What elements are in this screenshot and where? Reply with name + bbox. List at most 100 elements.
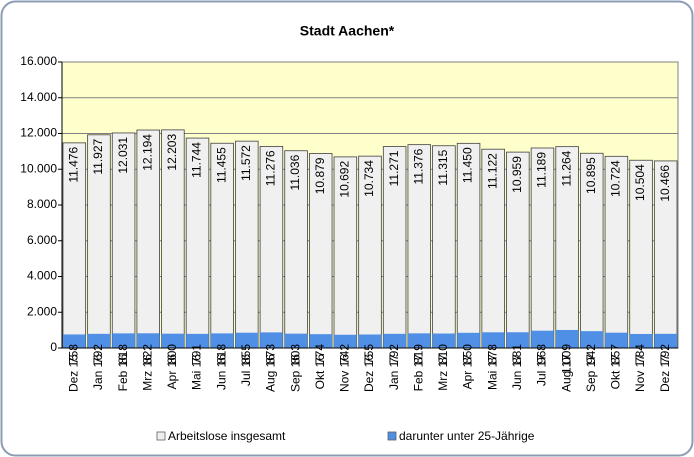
- y-tick-label: 2.000: [27, 304, 57, 318]
- value-label: 12.203: [165, 134, 179, 171]
- chart-title: Stadt Aachen*: [300, 23, 395, 39]
- value-label: 10.724: [609, 160, 623, 197]
- x-tick-label: Jun 16: [214, 354, 228, 390]
- bar: [407, 333, 431, 348]
- bar: [112, 333, 135, 348]
- x-tick-label: Aug 17: [559, 354, 573, 392]
- bar: [580, 331, 604, 348]
- value-label: 11.315: [436, 149, 450, 185]
- value-label: 10.692: [338, 161, 352, 198]
- value-label: 857: [609, 344, 623, 364]
- legend-swatch: [387, 431, 397, 441]
- value-label: 11.264: [559, 150, 573, 186]
- bar: [358, 334, 382, 348]
- bar: [161, 333, 185, 348]
- y-tick-label: 4.000: [27, 269, 57, 283]
- bar: [654, 333, 678, 348]
- value-label: 755: [362, 344, 376, 364]
- legend-label: darunter unter 25-Jährige: [399, 429, 535, 443]
- legend-label: Arbeitslose insgesamt: [168, 429, 286, 443]
- bar: [481, 332, 505, 348]
- value-label: 792: [387, 344, 401, 364]
- value-label: 968: [535, 344, 549, 364]
- bar: [605, 332, 628, 348]
- bar: [62, 334, 86, 348]
- x-tick-label: Mrz 16: [140, 354, 154, 391]
- value-label: 803: [288, 344, 302, 364]
- x-tick-label: Jan 16: [91, 354, 105, 390]
- value-label: 792: [658, 344, 672, 364]
- value-label: 11.276: [264, 150, 278, 186]
- x-tick-label: Feb 17: [411, 354, 425, 392]
- bar: [457, 332, 480, 348]
- bar: [531, 330, 554, 348]
- value-label: 10.879: [313, 157, 327, 194]
- x-tick-label: Nov 16: [338, 354, 352, 392]
- value-label: 881: [510, 344, 524, 364]
- x-tick-label: Jan 17: [387, 354, 401, 390]
- bar: [284, 333, 308, 348]
- x-tick-label: Okt 17: [609, 354, 623, 390]
- x-tick-label: Aug 16: [264, 354, 278, 392]
- x-tick-label: Sep 16: [288, 354, 302, 392]
- value-label: 873: [264, 344, 278, 364]
- value-label: 1.009: [559, 344, 573, 374]
- x-tick-label: Apr 17: [461, 354, 475, 390]
- y-tick-label: 6.000: [27, 233, 57, 247]
- bar: [136, 333, 160, 348]
- value-label: 774: [313, 344, 327, 364]
- x-tick-label: Dez 16: [362, 354, 376, 392]
- bar: [506, 332, 530, 348]
- x-tick-label: Dez 17: [658, 354, 672, 392]
- value-label: 11.450: [461, 147, 475, 183]
- x-tick-label: Okt 16: [313, 354, 327, 390]
- value-label: 878: [485, 344, 499, 364]
- bar: [235, 332, 259, 348]
- bar: [629, 333, 653, 348]
- value-label: 855: [239, 344, 253, 364]
- value-label: 12.194: [140, 134, 154, 171]
- x-tick-label: Sep 17: [584, 354, 598, 392]
- bar: [309, 334, 333, 348]
- legend-swatch: [156, 431, 166, 441]
- value-label: 792: [91, 344, 105, 364]
- value-label: 11.376: [411, 148, 425, 184]
- value-label: 12.031: [116, 137, 130, 174]
- value-label: 11.572: [239, 145, 253, 181]
- value-label: 11.036: [288, 154, 302, 190]
- x-tick-label: Jul 17: [535, 354, 549, 386]
- y-tick-label: 12.000: [20, 126, 57, 140]
- value-label: 11.122: [485, 153, 499, 189]
- value-label: 11.189: [535, 152, 549, 188]
- value-label: 10.895: [584, 157, 598, 194]
- value-label: 10.734: [362, 160, 376, 197]
- value-label: 822: [140, 344, 154, 364]
- x-tick-label: Mai 16: [190, 354, 204, 390]
- value-label: 791: [190, 344, 204, 364]
- value-label: 11.476: [66, 147, 80, 183]
- x-tick-label: Dez 15: [66, 354, 80, 392]
- y-tick-label: 8.000: [27, 197, 57, 211]
- y-tick-label: 10.000: [20, 161, 57, 175]
- bar: [383, 333, 406, 348]
- value-label: 758: [66, 344, 80, 364]
- value-label: 818: [214, 344, 228, 364]
- value-label: 11.455: [214, 147, 228, 183]
- y-tick-label: 16.000: [20, 54, 57, 68]
- value-label: 11.927: [91, 138, 105, 174]
- value-label: 800: [165, 344, 179, 364]
- y-tick-label: 0: [50, 340, 57, 354]
- bar: [210, 333, 234, 348]
- value-label: 850: [461, 344, 475, 364]
- value-label: 10.466: [658, 165, 672, 202]
- bar: [260, 332, 283, 348]
- y-tick-label: 14.000: [20, 90, 57, 104]
- value-label: 742: [338, 344, 352, 364]
- x-tick-label: Jun 17: [510, 354, 524, 390]
- bar: [186, 333, 209, 348]
- value-label: 818: [116, 344, 130, 364]
- value-label: 10.504: [633, 164, 647, 201]
- value-label: 942: [584, 344, 598, 364]
- value-label: 819: [411, 344, 425, 364]
